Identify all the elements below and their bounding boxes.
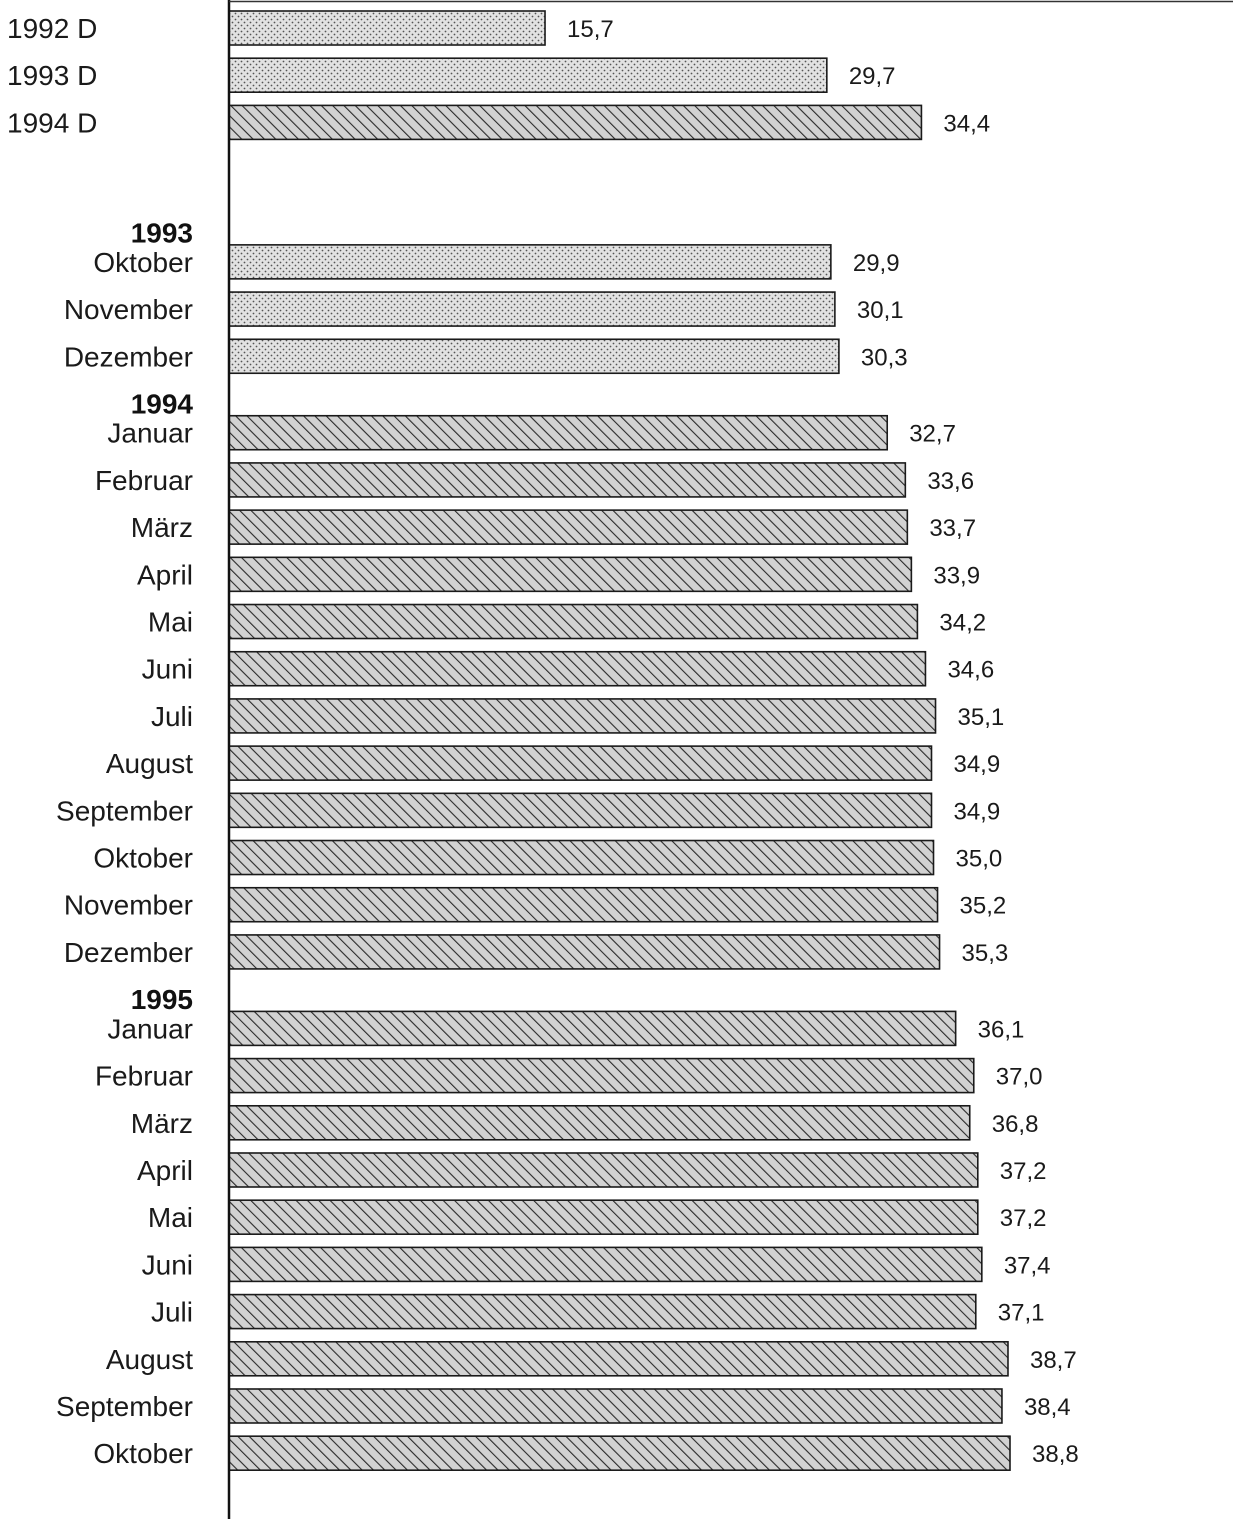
bar — [228, 1057, 975, 1094]
category-label: November — [64, 294, 193, 325]
value-label: 34,4 — [943, 110, 990, 137]
value-label: 33,6 — [927, 468, 974, 495]
value-label: 15,7 — [567, 16, 614, 43]
value-label: 37,1 — [998, 1300, 1045, 1327]
bar — [228, 1340, 1009, 1377]
value-label: 37,4 — [1004, 1252, 1051, 1279]
bar — [228, 57, 828, 94]
value-label: 37,2 — [1000, 1158, 1047, 1185]
group-label: 1994 — [131, 388, 194, 419]
bar — [228, 556, 913, 593]
bar — [228, 698, 937, 734]
category-label: Dezember — [64, 937, 193, 968]
category-label: Oktober — [93, 247, 193, 278]
category-label: 1992 D — [7, 13, 97, 44]
value-label: 30,1 — [857, 297, 904, 324]
bar — [228, 104, 923, 141]
bar — [228, 1152, 979, 1188]
bar — [228, 1388, 1003, 1424]
category-label: Juli — [151, 1297, 193, 1328]
category-label: März — [131, 1108, 193, 1139]
category-label: Februar — [95, 465, 193, 496]
category-label: April — [137, 559, 193, 590]
category-label: September — [56, 1391, 193, 1422]
value-label: 38,7 — [1030, 1347, 1077, 1374]
bar — [228, 10, 546, 46]
value-label: 33,7 — [929, 515, 976, 542]
value-label: 33,9 — [933, 562, 980, 589]
category-label: August — [106, 1344, 193, 1375]
group-label: 1993 — [131, 218, 193, 249]
value-label: 35,2 — [960, 893, 1007, 920]
bar — [228, 291, 836, 327]
category-label: Februar — [95, 1061, 193, 1092]
category-label: September — [56, 795, 193, 826]
group-label: 1995 — [131, 984, 193, 1015]
category-label: April — [137, 1155, 193, 1186]
bar — [228, 338, 840, 375]
bar — [228, 745, 933, 781]
category-label: 1994 D — [7, 107, 97, 138]
category-label: Mai — [148, 607, 193, 638]
category-label: März — [131, 512, 193, 543]
bar — [228, 934, 941, 970]
bar — [228, 603, 919, 640]
bar — [228, 1199, 979, 1235]
value-label: 35,3 — [962, 940, 1009, 967]
value-label: 37,0 — [996, 1064, 1043, 1091]
value-label: 32,7 — [909, 421, 956, 448]
category-label: Oktober — [93, 1438, 193, 1469]
value-label: 34,2 — [939, 610, 986, 637]
value-label: 34,6 — [947, 657, 994, 684]
value-label: 29,9 — [853, 250, 900, 277]
category-label: 1993 D — [7, 60, 97, 91]
category-label: November — [64, 890, 193, 921]
value-label: 34,9 — [953, 751, 1000, 778]
value-label: 35,1 — [958, 704, 1005, 731]
value-label: 37,2 — [1000, 1205, 1047, 1232]
value-label: 36,8 — [992, 1111, 1039, 1138]
bar — [228, 1246, 983, 1283]
bar — [228, 1104, 971, 1141]
bar — [228, 462, 907, 498]
bar — [228, 1010, 957, 1047]
bar — [228, 839, 935, 876]
category-label: Mai — [148, 1202, 193, 1233]
bar — [228, 650, 927, 687]
category-label: Juni — [142, 654, 193, 685]
bar — [228, 244, 832, 280]
value-label: 35,0 — [956, 846, 1003, 873]
bar — [228, 886, 939, 923]
category-label: August — [106, 748, 193, 779]
value-label: 30,3 — [861, 344, 908, 371]
bar — [228, 1293, 977, 1330]
category-label: Oktober — [93, 843, 193, 874]
value-label: 29,7 — [849, 63, 896, 90]
value-label: 38,4 — [1024, 1394, 1071, 1421]
category-label: Januar — [107, 1013, 193, 1044]
category-label: Juli — [151, 701, 193, 732]
bar — [228, 792, 933, 829]
category-label: Dezember — [64, 341, 193, 372]
bar — [228, 414, 889, 451]
bar — [228, 509, 909, 545]
value-label: 36,1 — [978, 1016, 1025, 1043]
value-label: 38,8 — [1032, 1441, 1079, 1468]
bar — [228, 1435, 1011, 1471]
value-label: 34,9 — [953, 798, 1000, 825]
category-label: Juni — [142, 1249, 193, 1280]
category-label: Januar — [107, 418, 193, 449]
